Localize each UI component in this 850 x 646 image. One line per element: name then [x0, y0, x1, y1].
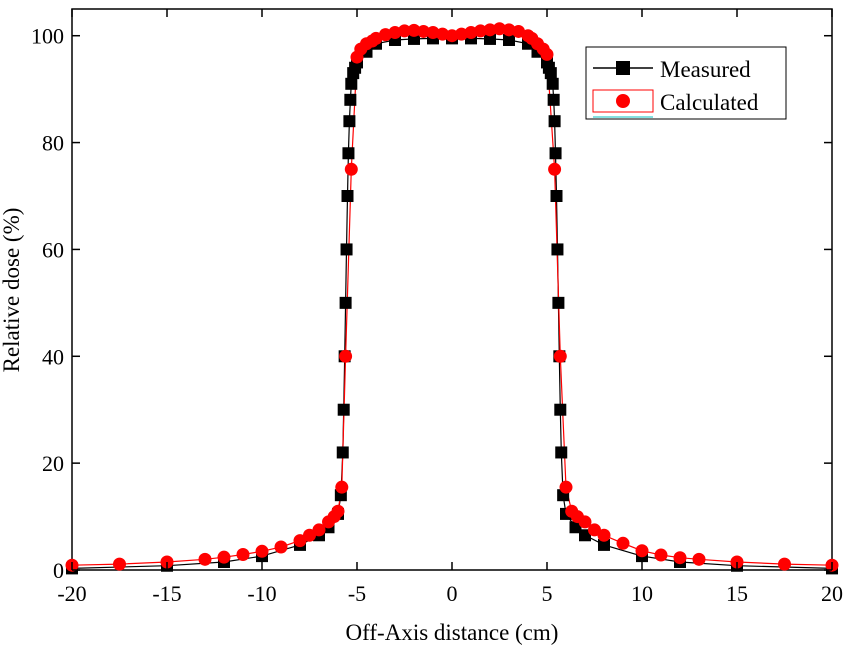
point-calculated [339, 349, 353, 363]
axis-ticks [71, 9, 833, 571]
point-measured [345, 77, 358, 90]
point-measured [579, 529, 591, 542]
point-measured [550, 190, 563, 202]
point-measured [554, 403, 567, 416]
point-measured [549, 147, 562, 160]
y-tick-label: 60 [42, 237, 64, 262]
y-tick-label: 100 [31, 24, 64, 49]
series-markers [65, 22, 839, 575]
point-calculated [553, 349, 567, 363]
point-calculated [312, 523, 326, 537]
point-calculated [578, 515, 592, 529]
point-measured [598, 538, 610, 551]
point-calculated [548, 162, 562, 176]
point-calculated [692, 552, 706, 566]
point-measured [484, 32, 496, 45]
point-measured [342, 147, 355, 160]
x-tick-label: 0 [447, 581, 458, 606]
point-calculated [474, 24, 487, 38]
point-measured [341, 190, 354, 202]
legend-marker-calculated [616, 94, 630, 108]
point-measured [503, 33, 515, 46]
point-measured [337, 403, 350, 416]
point-calculated [673, 551, 687, 565]
point-calculated [778, 557, 791, 571]
point-calculated [198, 552, 212, 566]
point-calculated [255, 544, 269, 558]
point-calculated [730, 555, 744, 569]
y-tick-label: 20 [42, 451, 64, 476]
point-calculated [293, 534, 307, 548]
point-calculated [559, 480, 573, 494]
x-tick-label: 20 [821, 581, 843, 606]
point-calculated [236, 548, 250, 562]
point-measured [343, 115, 356, 128]
point-calculated [616, 536, 630, 550]
point-measured [340, 243, 353, 256]
point-measured [547, 93, 560, 106]
x-tick-label: 5 [542, 581, 553, 606]
point-measured [336, 446, 349, 459]
point-calculated [417, 24, 430, 38]
point-measured [544, 67, 557, 80]
y-tick-label: 0 [53, 558, 64, 583]
legend-label-measured: Measured [660, 57, 751, 82]
point-calculated [654, 548, 668, 562]
point-measured [339, 296, 352, 309]
point-calculated [635, 544, 649, 558]
point-calculated [335, 480, 349, 494]
point-measured [344, 93, 357, 106]
point-measured [552, 296, 565, 309]
point-calculated [331, 504, 345, 518]
legend: Measured Calculated [585, 46, 787, 120]
point-calculated [407, 23, 421, 37]
point-calculated [540, 47, 554, 61]
x-tick-label: -10 [247, 581, 276, 606]
y-tick-label: 80 [42, 131, 64, 156]
tick-labels: -20 -15 -10 -5 0 5 10 15 20 0 20 40 60 80 100 [31, 24, 843, 606]
point-measured [548, 115, 561, 128]
point-calculated [588, 523, 601, 537]
point-calculated [113, 557, 126, 571]
legend-marker-measured [616, 61, 630, 75]
x-tick-label: 15 [726, 581, 748, 606]
point-calculated [274, 540, 288, 554]
point-calculated [344, 162, 358, 176]
y-axis-title: Relative dose (%) [0, 208, 24, 373]
point-measured [546, 77, 559, 90]
point-calculated [483, 23, 497, 37]
point-measured [551, 243, 564, 256]
legend-label-calculated: Calculated [660, 90, 759, 115]
point-measured [555, 446, 568, 459]
x-axis-title: Off-Axis distance (cm) [346, 620, 559, 645]
point-calculated [493, 22, 506, 36]
point-calculated [398, 24, 411, 38]
point-calculated [597, 528, 611, 542]
y-tick-label: 40 [42, 344, 64, 369]
point-calculated [217, 550, 231, 564]
point-measured [569, 521, 582, 534]
x-tick-label: -20 [57, 581, 86, 606]
x-tick-label: -15 [152, 581, 181, 606]
x-tick-label: 10 [631, 581, 653, 606]
x-tick-label: -5 [348, 581, 366, 606]
point-calculated [303, 528, 316, 542]
point-calculated [160, 555, 174, 569]
